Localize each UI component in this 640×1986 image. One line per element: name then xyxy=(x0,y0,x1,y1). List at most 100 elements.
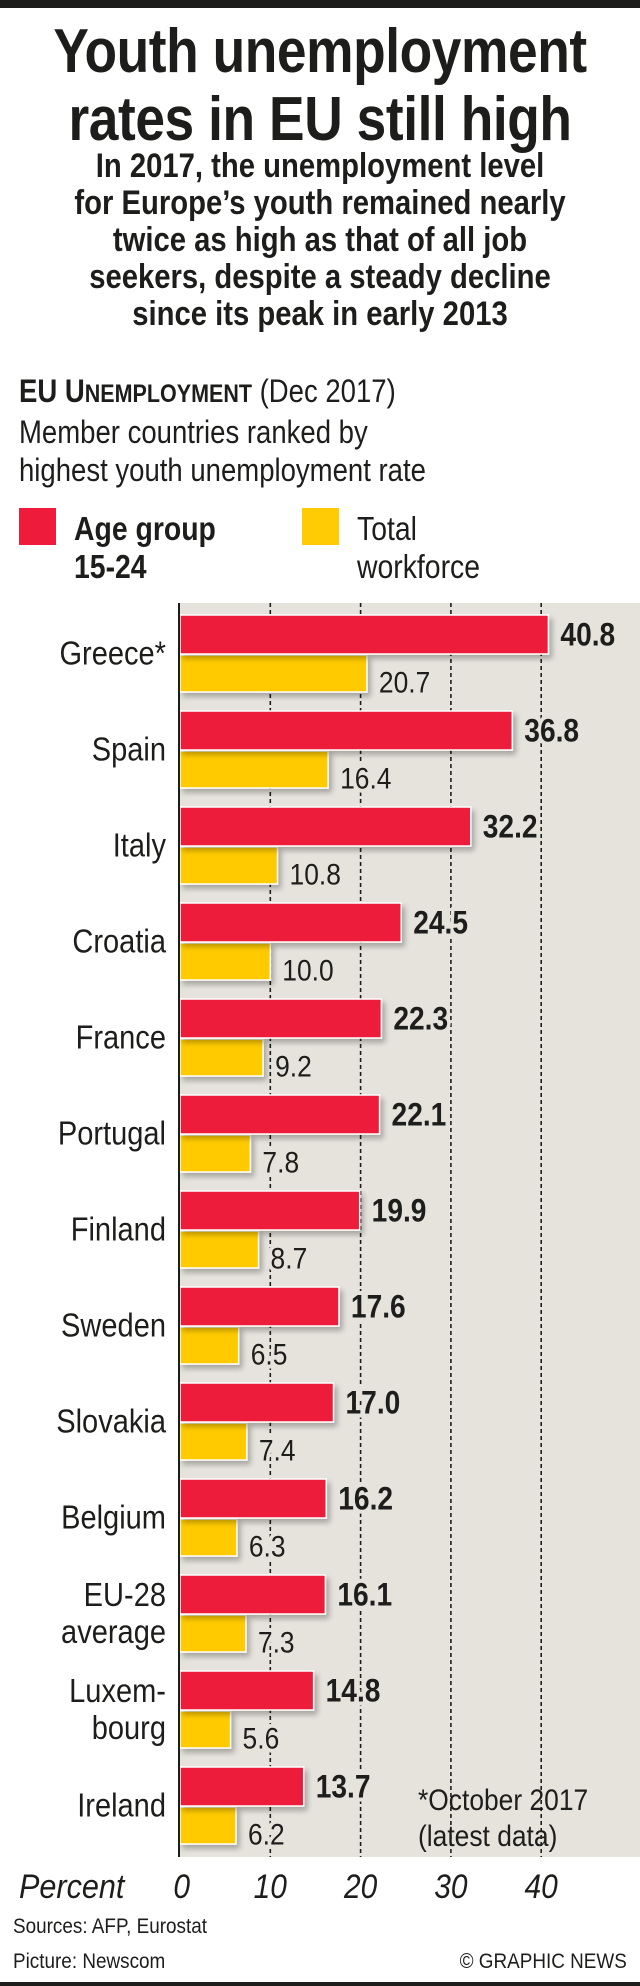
bar-total-workforce xyxy=(179,846,279,885)
sources-text: Sources: AFP, Eurostat xyxy=(13,1915,208,1938)
value-label-total: 16.4 xyxy=(340,761,391,795)
value-label-youth: 13.7 xyxy=(316,1770,371,1805)
value-labels: 40.8 20.7 36.8 16.4 32.2 10.8 24.5 10.0 22.3 9.2 2… xyxy=(239,614,619,1854)
footnote-line: (latest data) xyxy=(418,1818,557,1852)
category-label: Portugal xyxy=(58,1115,166,1152)
bar-youth xyxy=(179,1382,335,1423)
value-label-youth: 16.2 xyxy=(338,1482,393,1517)
bar-total-workforce xyxy=(179,1806,237,1845)
category-label: EU-28 xyxy=(84,1576,166,1613)
subtitle: In 2017, the unemployment level for Euro… xyxy=(0,148,640,333)
bar-total-workforce xyxy=(179,1134,252,1173)
footnote-line: *October 2017 xyxy=(418,1782,588,1816)
value-label-total: 10.8 xyxy=(290,857,341,891)
footnote: *October 2017 (latest data) xyxy=(418,1782,588,1852)
chart-heading: EU UNEMPLOYMENT (Dec 2017) xyxy=(19,372,535,413)
category-label: Belgium xyxy=(61,1499,166,1536)
bar-total-workforce xyxy=(179,750,329,789)
value-label-total: 7.4 xyxy=(259,1433,296,1467)
category-label: average xyxy=(61,1613,166,1650)
legend-label-total: Total workforce xyxy=(357,510,480,586)
value-label-total: 10.0 xyxy=(282,953,333,987)
category-label: Luxem- xyxy=(69,1672,166,1709)
value-label-youth: 22.1 xyxy=(392,1098,447,1133)
chart-description-line: highest youth unemployment rate xyxy=(19,452,426,488)
bar-youth xyxy=(179,614,550,655)
subtitle-line: seekers, despite a steady decline xyxy=(89,258,551,296)
value-label-total: 7.8 xyxy=(262,1145,299,1179)
category-label: bourg xyxy=(92,1709,166,1746)
subtitle-line: twice as high as that of all job xyxy=(112,221,528,259)
category-label: Greece* xyxy=(59,635,166,672)
category-label: Spain xyxy=(92,731,166,768)
x-tick-label: 20 xyxy=(343,1867,377,1905)
subtitle-line: In 2017, the unemployment level xyxy=(95,147,545,185)
title-line: Youth unemployment xyxy=(53,17,587,86)
category-label: Ireland xyxy=(77,1787,166,1824)
chart-heading-smallcaps: NEMPLOYMENT xyxy=(84,380,252,408)
x-tick-label: 30 xyxy=(434,1867,467,1905)
category-label: Italy xyxy=(113,827,167,864)
category-label: Croatia xyxy=(72,923,166,960)
value-label-total: 5.6 xyxy=(243,1721,280,1755)
category-label: Finland xyxy=(71,1211,166,1248)
bar-youth xyxy=(179,1094,381,1135)
value-label-total: 6.2 xyxy=(248,1817,285,1851)
legend-label-youth: Age group 15-24 xyxy=(74,510,216,586)
page-title: Youth unemployment rates in EU still hig… xyxy=(0,18,640,154)
value-label-youth: 14.8 xyxy=(326,1674,381,1709)
subtitle-line: for Europe’s youth remained nearly xyxy=(74,184,566,222)
legend-label-youth-line: Age group xyxy=(74,510,216,547)
value-label-total: 6.3 xyxy=(249,1529,286,1563)
value-label-youth: 17.6 xyxy=(351,1290,406,1325)
bar-youth xyxy=(179,902,402,943)
bar-total-workforce xyxy=(179,1230,260,1269)
value-label-total: 8.7 xyxy=(271,1241,308,1275)
value-label-youth: 36.8 xyxy=(524,714,579,749)
bar-total-workforce xyxy=(179,1614,247,1653)
category-label: Slovakia xyxy=(56,1403,166,1440)
bar-total-workforce xyxy=(179,1518,238,1557)
value-label-youth: 17.0 xyxy=(346,1386,401,1421)
x-axis-label: Percent xyxy=(19,1868,126,1906)
chart-heading-bold: EU UNEMPLOYMENT xyxy=(19,373,252,409)
value-label-total: 7.3 xyxy=(258,1625,295,1659)
legend-swatch-total xyxy=(302,508,339,545)
value-label-youth: 24.5 xyxy=(413,906,468,941)
value-label-youth: 22.3 xyxy=(393,1002,448,1037)
bar-total-workforce xyxy=(179,1710,232,1749)
bar-youth xyxy=(179,806,472,847)
value-label-youth: 16.1 xyxy=(337,1578,392,1613)
x-tick-label: 10 xyxy=(254,1867,287,1905)
x-tick-labels: 0 10 20 30 40 xyxy=(173,1867,558,1905)
legend-label-total-line: Total xyxy=(357,510,417,547)
chart-description-line: Member countries ranked by xyxy=(19,414,368,450)
subtitle-line: since its peak in early 2013 xyxy=(132,295,508,333)
bar-youth xyxy=(179,1574,327,1615)
title-line: rates in EU still high xyxy=(68,85,572,154)
chart-heading-first: EU U xyxy=(19,373,85,409)
bar-youth xyxy=(179,1766,305,1807)
bar-youth xyxy=(179,998,383,1039)
category-label: Sweden xyxy=(61,1307,166,1344)
picture-credit: Picture: Newscom xyxy=(13,1950,166,1973)
legend-swatch-youth xyxy=(19,508,56,545)
legend-label-youth-line: 15-24 xyxy=(74,548,147,585)
legend-label-total-line: workforce xyxy=(357,548,481,585)
category-label: France xyxy=(76,1019,166,1056)
bar-total-workforce xyxy=(179,1326,240,1365)
bar-total-workforce xyxy=(179,942,272,981)
bar-youth xyxy=(179,710,514,751)
category-labels: Greece* Spain Italy Croatia France Portugal Fi… xyxy=(56,635,166,1824)
x-tick-label: 0 xyxy=(173,1867,190,1905)
value-label-total: 6.5 xyxy=(251,1337,288,1371)
value-label-total: 9.2 xyxy=(275,1049,312,1083)
bar-total-workforce xyxy=(179,1038,264,1077)
bars xyxy=(179,614,550,1845)
value-label-youth: 40.8 xyxy=(560,618,615,653)
bottom-rule xyxy=(0,1982,640,1986)
bar-youth xyxy=(179,1190,361,1231)
chart-heading-date: (Dec 2017) xyxy=(251,373,396,409)
value-label-youth: 19.9 xyxy=(372,1194,427,1229)
